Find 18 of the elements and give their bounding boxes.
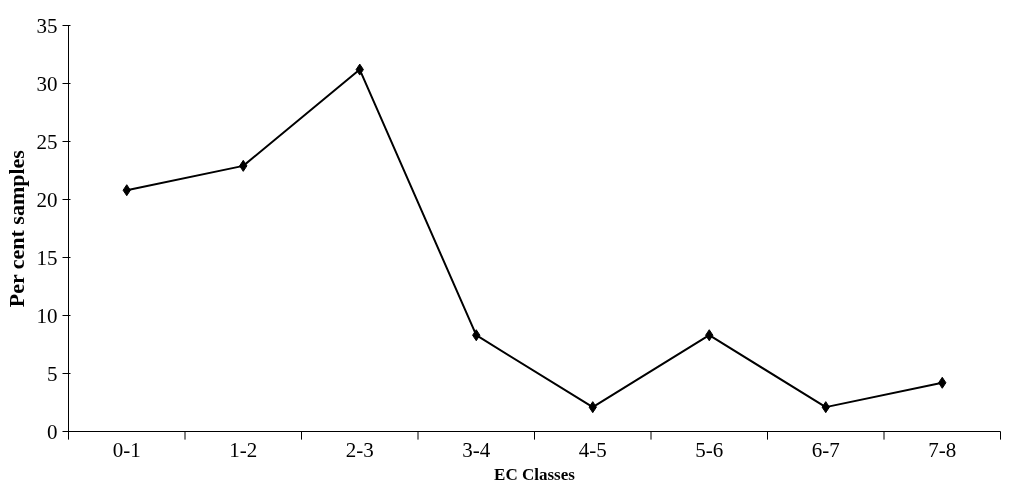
x-tick-label: 6-7 — [811, 437, 840, 462]
x-tick-label: 5-6 — [695, 437, 724, 462]
x-tick-label: 0-1 — [112, 437, 141, 462]
y-tick-label: 35 — [36, 13, 58, 38]
x-tick-label: 3-4 — [462, 437, 491, 462]
y-tick-label: 30 — [36, 71, 58, 96]
x-tick-label: 1-2 — [229, 437, 258, 462]
y-tick-label: 0 — [47, 419, 58, 444]
y-tick-label: 15 — [36, 245, 58, 270]
x-tick-label: 2-3 — [345, 437, 374, 462]
x-tick-label: 4-5 — [578, 437, 607, 462]
y-axis-title: Per cent samples — [3, 149, 29, 308]
x-tick-label: 7-8 — [928, 437, 957, 462]
y-tick-label: 20 — [36, 187, 58, 212]
y-tick-label: 10 — [36, 303, 58, 328]
x-axis-title: EC Classes — [494, 464, 576, 484]
y-tick-label: 25 — [36, 129, 58, 154]
y-tick-label: 5 — [47, 361, 58, 386]
